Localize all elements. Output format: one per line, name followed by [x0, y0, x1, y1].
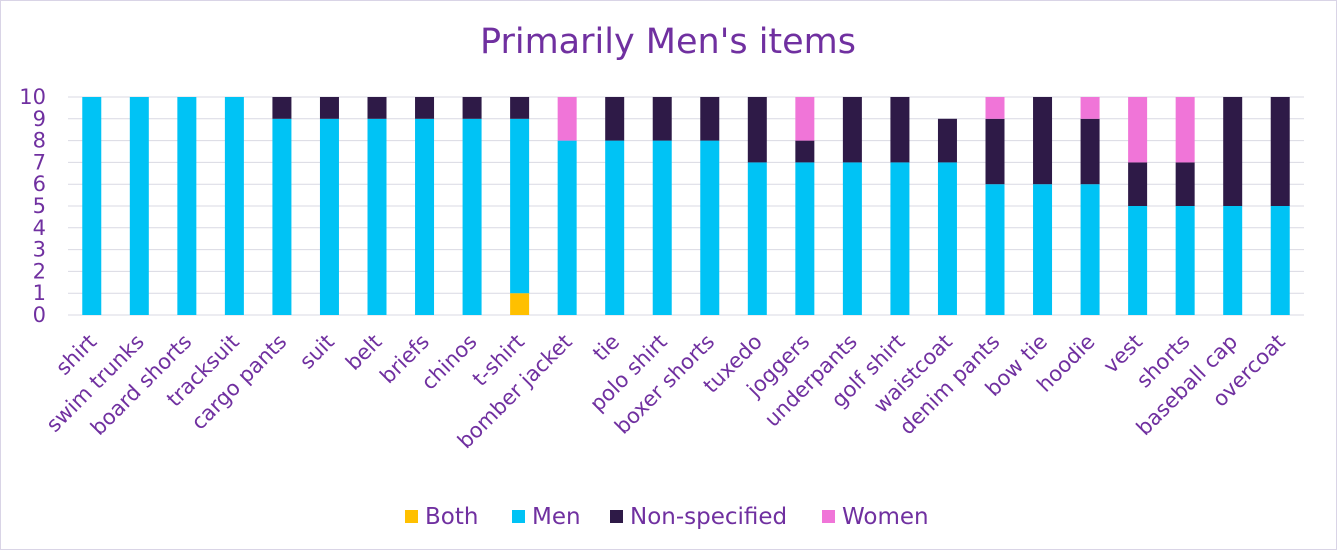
bar-segment-men	[890, 162, 910, 315]
bar-segment-women	[1080, 97, 1100, 119]
bar-segment-men	[177, 97, 197, 315]
bar-segment-men	[795, 162, 815, 315]
y-tick-label: 7	[33, 150, 46, 174]
bar-segment-men	[367, 118, 387, 315]
y-tick-label: 9	[33, 107, 46, 131]
bar-segment-non-specified	[1033, 97, 1053, 185]
bar-segment-men	[652, 140, 672, 315]
bar-segment-women	[1128, 97, 1148, 163]
bar-segment-non-specified	[367, 97, 387, 119]
legend: Both Men Non-specified Women	[405, 504, 929, 530]
bar-segment-men	[129, 97, 149, 315]
bar-segment-non-specified	[1270, 97, 1290, 206]
x-tick-label: suit	[295, 330, 339, 374]
legend-label: Non-specified	[630, 504, 787, 530]
bar-segment-men	[1270, 206, 1290, 315]
bar-segment-men	[700, 140, 720, 315]
bar-segment-men	[1223, 206, 1243, 315]
bar-segment-non-specified	[842, 97, 862, 163]
legend-label: Women	[842, 504, 929, 530]
bar-segment-non-specified	[272, 97, 292, 119]
bar-segment-men	[462, 118, 482, 315]
bar-segment-men	[985, 184, 1005, 315]
legend-swatch	[822, 510, 835, 523]
bar-segment-men	[1128, 206, 1148, 315]
y-tick-label: 10	[19, 85, 46, 109]
bar-segment-men	[605, 140, 625, 315]
bar-segment-men	[747, 162, 767, 315]
y-tick-label: 4	[33, 216, 46, 240]
bar-segment-non-specified	[795, 140, 815, 163]
legend-label: Men	[532, 504, 581, 530]
bar-segment-non-specified	[1128, 162, 1148, 206]
bar-segment-men	[510, 118, 530, 294]
bar-segment-non-specified	[415, 97, 435, 119]
bar-segment-non-specified	[1175, 162, 1195, 206]
bar-segment-non-specified	[985, 118, 1005, 185]
bar-segment-men	[319, 118, 339, 315]
bar-segment-non-specified	[605, 97, 625, 141]
x-tick-label: tie	[588, 330, 624, 366]
bar-segment-non-specified	[1223, 97, 1243, 206]
bar-segment-men	[82, 97, 102, 315]
bars	[82, 97, 1290, 315]
legend-swatch	[512, 510, 525, 523]
bar-segment-non-specified	[700, 97, 720, 141]
bar-segment-both	[510, 293, 530, 315]
bar-segment-men	[272, 118, 292, 315]
bar-segment-non-specified	[747, 97, 767, 163]
bar-segment-non-specified	[937, 118, 957, 163]
gridlines	[68, 96, 1304, 316]
bar-segment-non-specified	[1080, 118, 1100, 185]
y-tick-label: 8	[33, 129, 46, 153]
bar-segment-men	[224, 97, 244, 315]
bar-segment-non-specified	[890, 97, 910, 163]
y-tick-label: 1	[33, 281, 46, 305]
bar-segment-non-specified	[652, 97, 672, 141]
bar-segment-women	[985, 97, 1005, 119]
bar-segment-men	[1033, 184, 1053, 315]
bar-segment-women	[795, 97, 815, 141]
bar-segment-men	[842, 162, 862, 315]
bar-segment-men	[557, 140, 577, 315]
y-tick-label: 3	[33, 238, 46, 262]
bar-segment-women	[557, 97, 577, 141]
bar-segment-non-specified	[462, 97, 482, 119]
y-tick-label: 6	[33, 172, 46, 196]
legend-label: Both	[425, 504, 478, 530]
y-tick-label: 5	[33, 194, 46, 218]
legend-swatch	[610, 510, 623, 523]
bar-segment-non-specified	[319, 97, 339, 119]
bar-segment-non-specified	[510, 97, 530, 119]
bar-segment-men	[415, 118, 435, 315]
legend-swatch	[405, 510, 418, 523]
bar-segment-men	[1175, 206, 1195, 315]
bar-segment-men	[1080, 184, 1100, 315]
bar-segment-men	[937, 162, 957, 315]
chart-title: Primarily Men's items	[480, 22, 856, 62]
bar-segment-women	[1175, 97, 1195, 163]
y-tick-label: 0	[33, 303, 46, 327]
y-tick-label: 2	[33, 259, 46, 283]
